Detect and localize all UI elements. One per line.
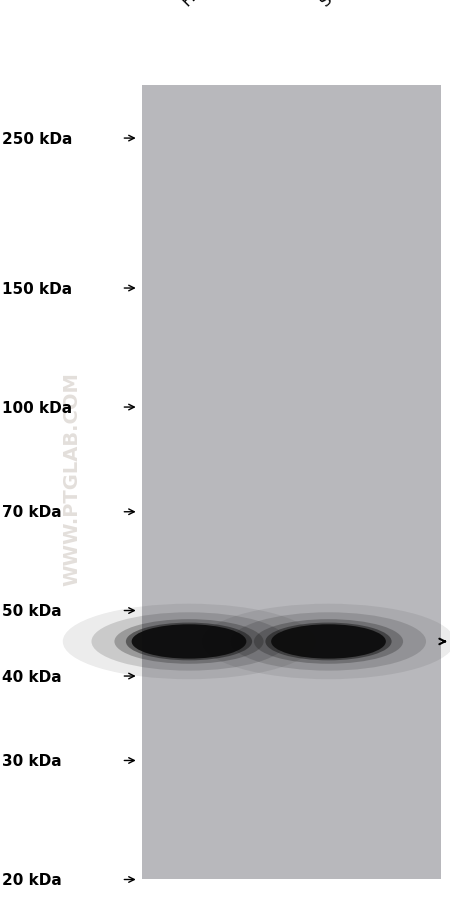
- Ellipse shape: [266, 623, 392, 660]
- Ellipse shape: [254, 620, 403, 664]
- Text: 150 kDa: 150 kDa: [2, 281, 72, 296]
- Text: 250 kDa: 250 kDa: [2, 132, 72, 146]
- Ellipse shape: [231, 612, 426, 671]
- Text: 30 kDa: 30 kDa: [2, 753, 62, 769]
- Ellipse shape: [63, 604, 315, 679]
- Ellipse shape: [114, 620, 264, 664]
- Text: 70 kDa: 70 kDa: [2, 505, 62, 520]
- Bar: [142, 86, 441, 879]
- Text: HepG2: HepG2: [178, 0, 228, 9]
- Ellipse shape: [91, 612, 287, 671]
- Text: 50 kDa: 50 kDa: [2, 603, 62, 619]
- Ellipse shape: [131, 624, 247, 658]
- Ellipse shape: [202, 604, 450, 679]
- Text: SMMC-7721: SMMC-7721: [318, 0, 396, 9]
- Ellipse shape: [271, 624, 386, 658]
- Text: WWW.PTGLAB.COM: WWW.PTGLAB.COM: [63, 372, 81, 584]
- Ellipse shape: [126, 623, 252, 660]
- Text: 40 kDa: 40 kDa: [2, 668, 62, 684]
- Text: 100 kDa: 100 kDa: [2, 400, 72, 415]
- Text: 20 kDa: 20 kDa: [2, 872, 62, 887]
